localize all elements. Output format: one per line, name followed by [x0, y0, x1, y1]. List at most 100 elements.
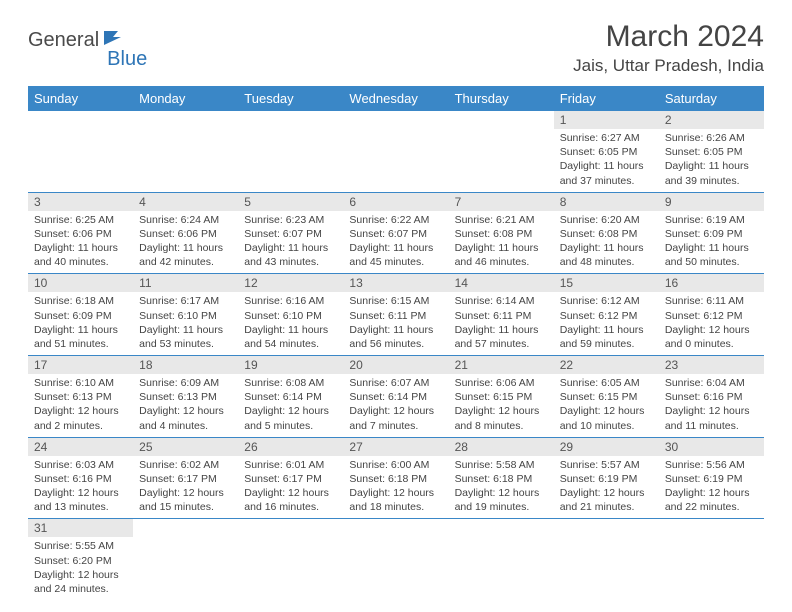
title-block: March 2024 Jais, Uttar Pradesh, India [573, 20, 764, 76]
sunset-text: Sunset: 6:12 PM [665, 309, 758, 323]
day-number: 4 [133, 193, 238, 211]
day-number: 2 [659, 111, 764, 129]
day-details: Sunrise: 6:00 AMSunset: 6:18 PMDaylight:… [343, 456, 448, 519]
weekday-header: Thursday [449, 86, 554, 111]
day-number: 22 [554, 356, 659, 374]
day-details: Sunrise: 5:56 AMSunset: 6:19 PMDaylight:… [659, 456, 764, 519]
sunset-text: Sunset: 6:14 PM [349, 390, 442, 404]
calendar-day-cell: 15Sunrise: 6:12 AMSunset: 6:12 PMDayligh… [554, 274, 659, 356]
day-details: Sunrise: 6:21 AMSunset: 6:08 PMDaylight:… [449, 211, 554, 274]
day-number: 1 [554, 111, 659, 129]
sunrise-text: Sunrise: 6:05 AM [560, 376, 653, 390]
calendar-day-cell: 19Sunrise: 6:08 AMSunset: 6:14 PMDayligh… [238, 356, 343, 438]
daylight-text: Daylight: 12 hours and 7 minutes. [349, 404, 442, 432]
sunrise-text: Sunrise: 5:58 AM [455, 458, 548, 472]
calendar-week-row: 3Sunrise: 6:25 AMSunset: 6:06 PMDaylight… [28, 192, 764, 274]
calendar-day-cell [133, 519, 238, 600]
sunset-text: Sunset: 6:18 PM [349, 472, 442, 486]
sunset-text: Sunset: 6:06 PM [139, 227, 232, 241]
sunset-text: Sunset: 6:05 PM [560, 145, 653, 159]
daylight-text: Daylight: 11 hours and 46 minutes. [455, 241, 548, 269]
day-number: 21 [449, 356, 554, 374]
daylight-text: Daylight: 12 hours and 13 minutes. [34, 486, 127, 514]
daylight-text: Daylight: 11 hours and 50 minutes. [665, 241, 758, 269]
calendar-day-cell: 11Sunrise: 6:17 AMSunset: 6:10 PMDayligh… [133, 274, 238, 356]
sunset-text: Sunset: 6:11 PM [455, 309, 548, 323]
sunset-text: Sunset: 6:19 PM [560, 472, 653, 486]
calendar-day-cell: 17Sunrise: 6:10 AMSunset: 6:13 PMDayligh… [28, 356, 133, 438]
sunrise-text: Sunrise: 6:09 AM [139, 376, 232, 390]
day-details: Sunrise: 6:16 AMSunset: 6:10 PMDaylight:… [238, 292, 343, 355]
day-details: Sunrise: 6:25 AMSunset: 6:06 PMDaylight:… [28, 211, 133, 274]
day-number: 29 [554, 438, 659, 456]
day-details: Sunrise: 6:26 AMSunset: 6:05 PMDaylight:… [659, 129, 764, 192]
calendar-day-cell: 2Sunrise: 6:26 AMSunset: 6:05 PMDaylight… [659, 111, 764, 192]
calendar-day-cell [28, 111, 133, 192]
calendar-day-cell: 24Sunrise: 6:03 AMSunset: 6:16 PMDayligh… [28, 437, 133, 519]
sunrise-text: Sunrise: 5:55 AM [34, 539, 127, 553]
sunrise-text: Sunrise: 6:12 AM [560, 294, 653, 308]
weekday-header: Wednesday [343, 86, 448, 111]
daylight-text: Daylight: 11 hours and 40 minutes. [34, 241, 127, 269]
sunrise-text: Sunrise: 6:20 AM [560, 213, 653, 227]
daylight-text: Daylight: 12 hours and 8 minutes. [455, 404, 548, 432]
daylight-text: Daylight: 12 hours and 0 minutes. [665, 323, 758, 351]
day-number: 23 [659, 356, 764, 374]
daylight-text: Daylight: 12 hours and 24 minutes. [34, 568, 127, 596]
day-details: Sunrise: 6:17 AMSunset: 6:10 PMDaylight:… [133, 292, 238, 355]
weekday-header: Saturday [659, 86, 764, 111]
weekday-row: SundayMondayTuesdayWednesdayThursdayFrid… [28, 86, 764, 111]
sunset-text: Sunset: 6:11 PM [349, 309, 442, 323]
daylight-text: Daylight: 11 hours and 42 minutes. [139, 241, 232, 269]
sunset-text: Sunset: 6:19 PM [665, 472, 758, 486]
sunset-text: Sunset: 6:09 PM [34, 309, 127, 323]
sunset-text: Sunset: 6:08 PM [455, 227, 548, 241]
day-number: 11 [133, 274, 238, 292]
calendar-week-row: 1Sunrise: 6:27 AMSunset: 6:05 PMDaylight… [28, 111, 764, 192]
day-details: Sunrise: 6:18 AMSunset: 6:09 PMDaylight:… [28, 292, 133, 355]
calendar-day-cell: 3Sunrise: 6:25 AMSunset: 6:06 PMDaylight… [28, 192, 133, 274]
day-number: 8 [554, 193, 659, 211]
sunset-text: Sunset: 6:15 PM [560, 390, 653, 404]
sunrise-text: Sunrise: 6:18 AM [34, 294, 127, 308]
sunrise-text: Sunrise: 6:07 AM [349, 376, 442, 390]
sunrise-text: Sunrise: 6:00 AM [349, 458, 442, 472]
calendar-day-cell: 9Sunrise: 6:19 AMSunset: 6:09 PMDaylight… [659, 192, 764, 274]
calendar-day-cell: 28Sunrise: 5:58 AMSunset: 6:18 PMDayligh… [449, 437, 554, 519]
calendar-day-cell: 8Sunrise: 6:20 AMSunset: 6:08 PMDaylight… [554, 192, 659, 274]
sunrise-text: Sunrise: 6:04 AM [665, 376, 758, 390]
day-number: 24 [28, 438, 133, 456]
daylight-text: Daylight: 11 hours and 59 minutes. [560, 323, 653, 351]
calendar-table: SundayMondayTuesdayWednesdayThursdayFrid… [28, 86, 764, 600]
calendar-day-cell: 12Sunrise: 6:16 AMSunset: 6:10 PMDayligh… [238, 274, 343, 356]
calendar-day-cell: 4Sunrise: 6:24 AMSunset: 6:06 PMDaylight… [133, 192, 238, 274]
day-details: Sunrise: 6:01 AMSunset: 6:17 PMDaylight:… [238, 456, 343, 519]
calendar-day-cell: 23Sunrise: 6:04 AMSunset: 6:16 PMDayligh… [659, 356, 764, 438]
calendar-day-cell: 7Sunrise: 6:21 AMSunset: 6:08 PMDaylight… [449, 192, 554, 274]
sunset-text: Sunset: 6:09 PM [665, 227, 758, 241]
calendar-head: SundayMondayTuesdayWednesdayThursdayFrid… [28, 86, 764, 111]
sunrise-text: Sunrise: 6:14 AM [455, 294, 548, 308]
sunset-text: Sunset: 6:17 PM [139, 472, 232, 486]
sunrise-text: Sunrise: 6:21 AM [455, 213, 548, 227]
day-number: 13 [343, 274, 448, 292]
day-number: 6 [343, 193, 448, 211]
sunrise-text: Sunrise: 6:17 AM [139, 294, 232, 308]
calendar-day-cell [554, 519, 659, 600]
daylight-text: Daylight: 11 hours and 57 minutes. [455, 323, 548, 351]
calendar-day-cell: 20Sunrise: 6:07 AMSunset: 6:14 PMDayligh… [343, 356, 448, 438]
sunset-text: Sunset: 6:13 PM [34, 390, 127, 404]
sunset-text: Sunset: 6:18 PM [455, 472, 548, 486]
location-text: Jais, Uttar Pradesh, India [573, 56, 764, 76]
sunset-text: Sunset: 6:08 PM [560, 227, 653, 241]
day-number: 26 [238, 438, 343, 456]
sunrise-text: Sunrise: 6:11 AM [665, 294, 758, 308]
day-details: Sunrise: 6:05 AMSunset: 6:15 PMDaylight:… [554, 374, 659, 437]
day-details: Sunrise: 6:27 AMSunset: 6:05 PMDaylight:… [554, 129, 659, 192]
day-number: 5 [238, 193, 343, 211]
sunrise-text: Sunrise: 6:06 AM [455, 376, 548, 390]
day-details: Sunrise: 6:06 AMSunset: 6:15 PMDaylight:… [449, 374, 554, 437]
calendar-day-cell [238, 111, 343, 192]
sunset-text: Sunset: 6:05 PM [665, 145, 758, 159]
daylight-text: Daylight: 11 hours and 45 minutes. [349, 241, 442, 269]
